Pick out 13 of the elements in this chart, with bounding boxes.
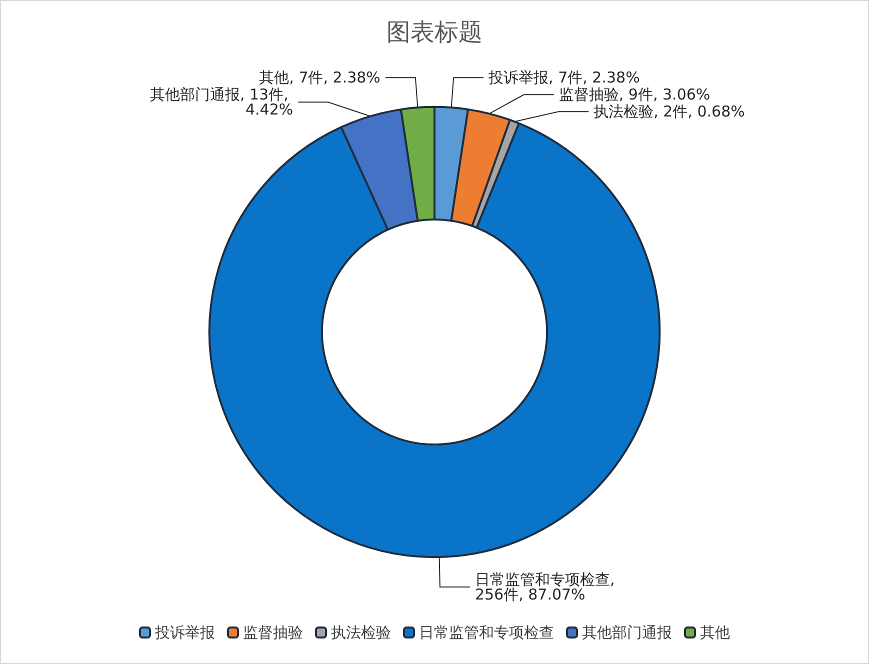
legend-label: 监督抽验 xyxy=(243,624,303,642)
legend-label: 执法检验 xyxy=(331,624,391,642)
legend-label: 其他部门通报 xyxy=(582,624,672,642)
legend-label: 投诉举报 xyxy=(154,624,215,642)
data-label: 监督抽验, 9件, 3.06% xyxy=(558,86,710,104)
data-label: 其他部门通报, 13件, 4.42% xyxy=(150,86,294,119)
data-label: 执法检验, 2件, 0.68% xyxy=(594,102,745,121)
legend-label: 日常监管和专项检查 xyxy=(419,624,554,642)
legend-label: 其他 xyxy=(700,624,730,642)
data-label: 日常监管和专项检查, 256件, 87.07% xyxy=(474,570,620,604)
data-label: 其他, 7件, 2.38% xyxy=(259,68,380,87)
chart-title: 图表标题 xyxy=(386,18,482,46)
data-label: 投诉举报, 7件, 2.38% xyxy=(488,68,640,87)
